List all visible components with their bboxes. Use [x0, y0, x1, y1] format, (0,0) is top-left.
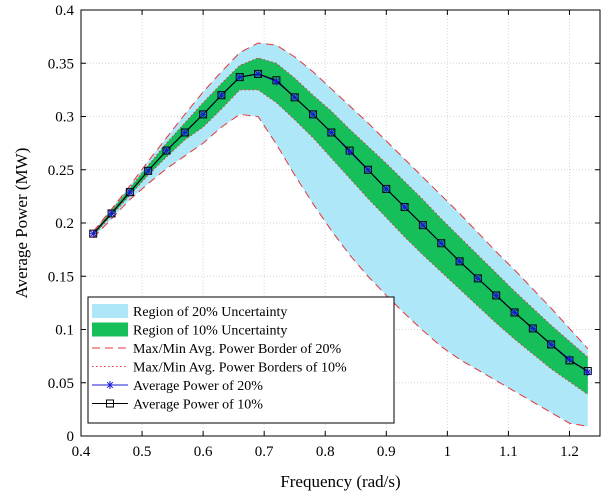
- y-tick-label: 0: [67, 429, 75, 445]
- x-tick-label: 0.8: [316, 444, 335, 460]
- x-tick-label: 0.7: [255, 444, 274, 460]
- legend-swatch: [92, 304, 128, 318]
- legend-label: Region of 10% Uncertainty: [133, 324, 287, 339]
- legend-item-average-power-of-10pct: Average Power of 10%: [92, 398, 263, 413]
- legend-label: Average Power of 10%: [133, 398, 263, 413]
- y-tick-label: 0.25: [48, 163, 74, 179]
- point-average-power-of-20pct: [235, 73, 244, 82]
- border-upper-max-min-avg-power-border-of-20pct: [92, 42, 589, 350]
- point-average-power-of-20pct: [144, 166, 153, 175]
- point-average-power-of-20pct: [547, 340, 556, 349]
- point-average-power-of-20pct: [125, 188, 134, 197]
- x-axis-title: Frequency (rad/s): [280, 472, 400, 491]
- point-average-power-of-20pct: [382, 184, 391, 193]
- legend-item-max-min-avg-power-borders-of-10pct: Max/Min Avg. Power Borders of 10%: [92, 361, 347, 376]
- y-tick-label: 0.15: [48, 269, 74, 285]
- legend-swatch: [92, 322, 128, 337]
- point-average-power-of-20pct: [437, 239, 446, 248]
- axis-ticks: 0.4 0.5 0.6 0.7 0.8 0.9 1 1.1 1.2 0 0.05 0.1 0.15 0.2…: [48, 3, 600, 460]
- point-average-power-of-20pct: [345, 147, 354, 156]
- band-region-of-10pct-uncertainty: [93, 57, 588, 395]
- point-average-power-of-20pct: [455, 257, 464, 266]
- x-tick-label: 0.9: [377, 444, 396, 460]
- legend-item-region-of-20pct-uncertainty: Region of 20% Uncertainty: [92, 304, 287, 320]
- line-average-power-of-10pct: [92, 73, 589, 372]
- border-upper-max-min-avg-power-borders-of-10pct: [92, 57, 589, 358]
- point-average-power-of-20pct: [418, 221, 427, 230]
- point-average-power-of-20pct: [400, 203, 409, 212]
- x-tick-label: 1.1: [499, 444, 518, 460]
- x-tick-label: 1.2: [560, 444, 579, 460]
- point-average-power-of-20pct: [272, 77, 281, 86]
- y-axis-title: Average Power (MW): [12, 148, 31, 299]
- y-tick-label: 0.2: [55, 216, 74, 232]
- legend-box: [87, 296, 395, 424]
- legend: Region of 20% Uncertainty Region of 10% U…: [87, 296, 395, 424]
- point-average-power-of-20pct: [363, 165, 372, 174]
- legend-label: Region of 20% Uncertainty: [133, 305, 287, 320]
- border-lines: [92, 42, 589, 427]
- point-average-power-of-20pct: [162, 146, 171, 155]
- point-average-power-of-20pct: [473, 274, 482, 283]
- legend-marker: [106, 399, 114, 408]
- point-average-power-of-20pct: [583, 368, 592, 377]
- point-average-power-of-20pct: [180, 128, 189, 137]
- point-average-power-of-20pct: [107, 209, 116, 218]
- legend-label: Max/Min Avg. Power Border of 20%: [133, 342, 341, 357]
- x-tick-label: 0.5: [133, 444, 152, 460]
- point-average-power-of-20pct: [217, 91, 226, 100]
- point-average-power-of-20pct: [199, 110, 208, 119]
- data-markers: [89, 69, 592, 377]
- x-tick-label: 1: [444, 444, 452, 460]
- border-lower-max-min-avg-power-borders-of-10pct: [92, 89, 589, 395]
- legend-label: Max/Min Avg. Power Borders of 10%: [133, 361, 347, 376]
- point-average-power-of-20pct: [528, 324, 537, 333]
- x-tick-label: 0.4: [72, 444, 91, 460]
- y-tick-label: 0.4: [55, 3, 74, 19]
- legend-marker: [106, 381, 114, 389]
- point-average-power-of-20pct: [327, 128, 336, 137]
- point-average-power-of-20pct: [89, 229, 98, 238]
- point-average-power-of-20pct: [254, 69, 263, 78]
- point-average-power-of-20pct: [290, 93, 299, 102]
- y-tick-label: 0.3: [55, 110, 74, 126]
- legend-label: Average Power of 20%: [133, 379, 263, 394]
- point-average-power-of-20pct: [309, 110, 318, 119]
- point-average-power-of-20pct: [510, 308, 519, 317]
- legend-item-max-min-avg-power-border-of-20pct: Max/Min Avg. Power Border of 20%: [92, 342, 341, 357]
- uncertainty-regions: [93, 43, 588, 427]
- point-average-power-of-20pct: [565, 355, 574, 364]
- legend-item-average-power-of-20pct: Average Power of 20%: [92, 379, 263, 394]
- y-tick-label: 0.1: [55, 323, 74, 339]
- y-tick-label: 0.35: [48, 56, 74, 72]
- point-average-power-of-20pct: [492, 291, 501, 300]
- x-tick-label: 0.6: [194, 444, 213, 460]
- band-region-of-20pct-uncertainty: [93, 43, 588, 427]
- average-power-lines: [92, 73, 589, 373]
- legend-item-region-of-10pct-uncertainty: Region of 10% Uncertainty: [92, 322, 287, 339]
- y-tick-label: 0.05: [48, 376, 74, 392]
